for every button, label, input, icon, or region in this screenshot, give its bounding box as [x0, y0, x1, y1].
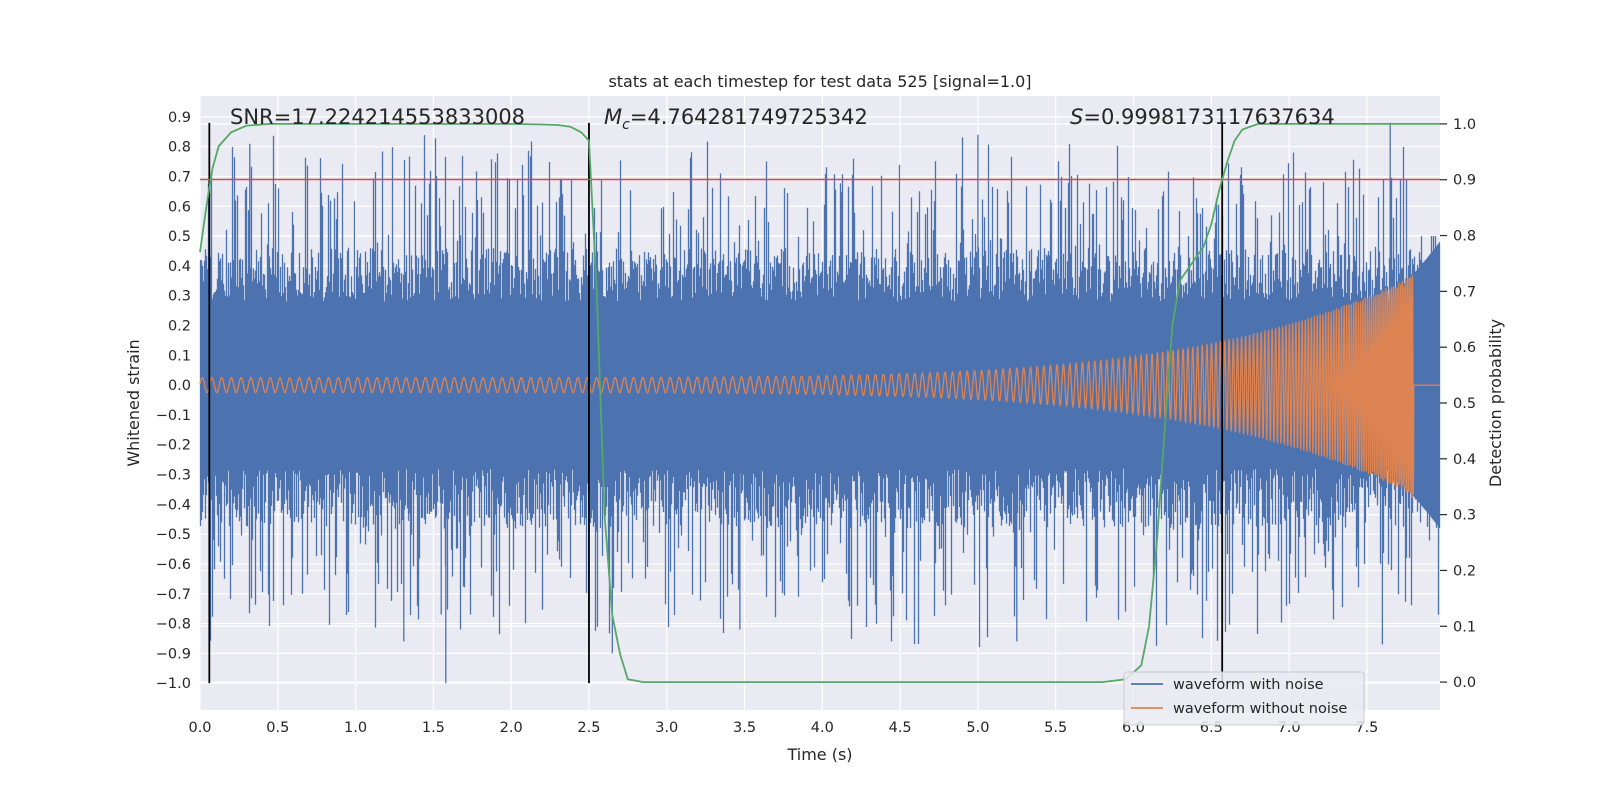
x-tick-label-4: 2.0: [500, 720, 523, 736]
x-tick-label-9: 4.5: [889, 720, 912, 736]
y-right-tick-label-8: 0.2: [1453, 563, 1476, 579]
y-left-tick-label-8: 0.1: [168, 348, 191, 364]
y-right-tick-label-4: 0.6: [1453, 340, 1476, 356]
y-left-tick-label-19: −1.0: [156, 676, 191, 692]
y-right-tick-label-6: 0.4: [1453, 452, 1476, 468]
x-tick-label-2: 1.0: [344, 720, 367, 736]
y-left-tick-label-2: 0.7: [168, 169, 191, 185]
y-left-tick-label-13: −0.4: [156, 497, 191, 513]
y-right-tick-label-1: 0.9: [1453, 173, 1476, 189]
x-tick-label-0: 0.0: [188, 720, 211, 736]
y-left-tick-label-3: 0.6: [168, 199, 191, 215]
x-tick-label-10: 5.0: [966, 720, 989, 736]
y-left-tick-label-9: 0.0: [168, 378, 191, 394]
x-tick-label-7: 3.5: [733, 720, 756, 736]
snr-annotation: SNR=17.224214553833008: [230, 105, 525, 129]
y-left-tick-label-7: 0.2: [168, 319, 191, 335]
legend-box: [1123, 671, 1365, 726]
y-right-tick-label-2: 0.8: [1453, 229, 1476, 245]
x-tick-label-1: 0.5: [266, 720, 289, 736]
y-left-tick-label-1: 0.8: [168, 140, 191, 156]
x-tick-label-6: 3.0: [655, 720, 678, 736]
y-right-tick-label-3: 0.7: [1453, 284, 1476, 300]
chirp-mass-annotation: Mc=4.764281749725342: [604, 105, 868, 133]
y-axis-left-label: Whitened strain: [124, 339, 143, 466]
y-left-tick-label-5: 0.4: [168, 259, 191, 275]
series-detection-probability: [199, 123, 1440, 683]
y-axis-right-label: Detection probability: [1486, 319, 1505, 487]
legend: waveform with noise waveform without noi…: [1123, 671, 1365, 726]
y-axis-right-ticks: 1.0 0.9 0.8 0.7 0.6 0.5 0.4 0.3 0.2 0.1 0.0: [1440, 117, 1476, 691]
y-left-tick-label-17: −0.8: [156, 617, 191, 633]
y-left-tick-label-10: −0.1: [156, 408, 191, 424]
y-left-tick-label-0: 0.9: [168, 110, 191, 126]
legend-label-noisy: waveform with noise: [1173, 677, 1324, 693]
waveform-without-noise-line: [199, 275, 1440, 496]
y-right-tick-label-10: 0.0: [1453, 675, 1476, 691]
y-right-tick-label-0: 1.0: [1453, 117, 1476, 133]
y-right-tick-label-5: 0.5: [1453, 396, 1476, 412]
series-waveform-without-noise: [199, 275, 1440, 499]
y-left-tick-label-11: −0.2: [156, 438, 191, 454]
detection-probability-line: [199, 123, 1440, 683]
y-right-tick-label-7: 0.3: [1453, 508, 1476, 524]
vertical-markers: [208, 122, 1224, 684]
x-tick-label-3: 1.5: [422, 720, 445, 736]
y-axis-left-ticks: 0.9 0.8 0.7 0.6 0.5 0.4 0.3 0.2 0.1 0.0 −0.1 −0.2 −0…: [156, 110, 191, 692]
y-right-tick-label-9: 0.1: [1453, 619, 1476, 635]
score-annotation: S=0.9998173117637634: [1070, 105, 1335, 129]
y-left-tick-label-16: −0.7: [156, 587, 191, 603]
y-left-tick-label-12: −0.3: [156, 468, 191, 484]
y-left-tick-label-4: 0.5: [168, 229, 191, 245]
x-tick-label-11: 5.5: [1044, 720, 1067, 736]
y-left-tick-label-18: −0.9: [156, 646, 191, 662]
y-left-tick-label-6: 0.3: [168, 289, 191, 305]
x-axis-label: Time (s): [786, 745, 852, 764]
y-left-tick-label-14: −0.5: [156, 527, 191, 543]
chart-title: stats at each timestep for test data 525…: [608, 72, 1031, 91]
legend-label-clean: waveform without noise: [1173, 701, 1347, 717]
y-left-tick-label-15: −0.6: [156, 557, 191, 573]
x-tick-label-8: 4.0: [811, 720, 834, 736]
x-tick-label-5: 2.5: [577, 720, 600, 736]
